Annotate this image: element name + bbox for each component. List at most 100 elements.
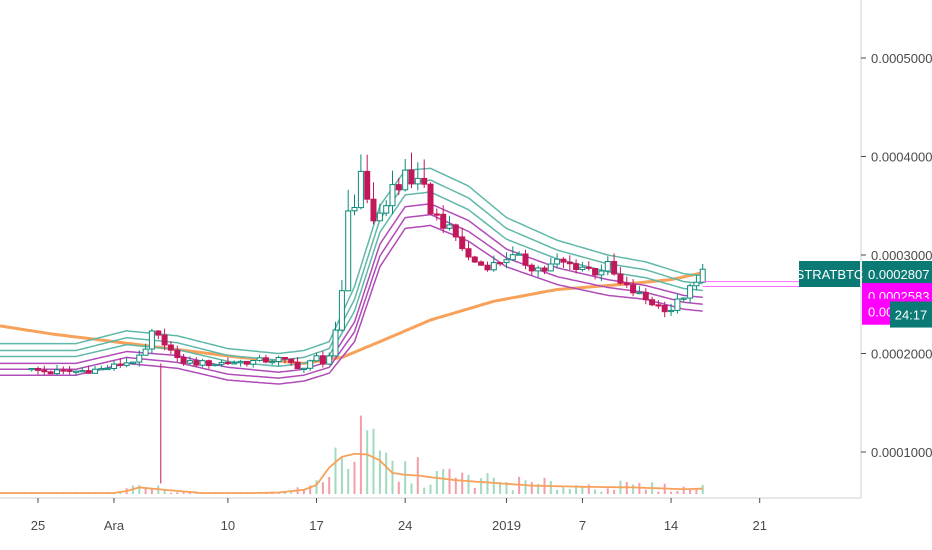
candle-up	[579, 266, 586, 271]
candle-up	[111, 363, 117, 370]
volume-bar	[695, 489, 698, 494]
candle-up	[300, 367, 307, 370]
candle-down	[471, 256, 478, 263]
candle-down	[573, 263, 580, 271]
volume-bar	[347, 468, 350, 494]
candle-down	[440, 213, 447, 229]
volume-bar	[182, 492, 185, 494]
volume-bar	[334, 447, 337, 494]
volume-bar	[353, 461, 356, 494]
ma-line-orange	[0, 271, 704, 365]
candle-up	[275, 357, 282, 362]
candle-up	[598, 270, 605, 276]
candle-down	[541, 267, 548, 272]
candle-down	[661, 305, 668, 313]
volume-bar	[657, 491, 660, 494]
candle-up	[604, 261, 611, 272]
candle-down	[47, 371, 54, 375]
volume-bar	[600, 491, 603, 494]
candle-down	[243, 360, 250, 365]
candle-up	[218, 361, 225, 365]
candle-down	[167, 344, 174, 351]
candle-down	[364, 170, 371, 200]
candle-up	[383, 205, 390, 214]
volume-bar	[568, 489, 571, 494]
y-tick-label: 0.0001000	[871, 445, 932, 460]
candle-down	[161, 334, 168, 346]
volume-bar	[480, 478, 483, 494]
candle-down	[465, 248, 472, 258]
candle-down	[427, 183, 434, 215]
candle-up	[136, 354, 143, 363]
candle-up	[332, 329, 339, 357]
x-tick-label: 21	[752, 518, 766, 533]
candle-up	[28, 368, 35, 371]
candle-up	[307, 360, 314, 369]
candle-up	[345, 210, 352, 292]
volume-bar	[448, 468, 451, 494]
candle-up	[73, 370, 79, 373]
candle-up	[376, 212, 383, 222]
countdown-tag-bg	[890, 301, 932, 328]
candle-down	[155, 330, 162, 336]
band-line	[0, 167, 703, 355]
volume-bar	[423, 487, 426, 494]
volume-bar	[309, 485, 312, 494]
volume-bar	[682, 486, 685, 494]
moving-averages	[0, 167, 704, 385]
candle-up	[490, 262, 497, 271]
volume-bar	[163, 489, 166, 494]
volume-bar	[410, 483, 413, 494]
candle-up	[699, 268, 706, 283]
candle-up	[142, 348, 149, 356]
candle-up	[92, 368, 98, 374]
volume-bar	[138, 485, 141, 494]
volume-bar	[473, 487, 476, 494]
candle-down	[66, 369, 73, 372]
last-price-tag-text: 0.0002807	[868, 267, 929, 282]
x-tick-label: 10	[221, 518, 235, 533]
volume-bar	[587, 484, 590, 494]
volume-bar	[562, 487, 565, 494]
candle-up	[389, 184, 396, 207]
candle-up	[186, 360, 193, 364]
candle-up	[104, 367, 111, 371]
volume-bar	[290, 492, 293, 494]
time-axis[interactable]: 25 Ara 10 17 24 2019 7 14 21	[31, 498, 767, 533]
price-axis[interactable]: 0.0001000 0.0002000 0.0003000 0.0004000 0.00…	[861, 51, 932, 460]
candle-down	[294, 361, 301, 369]
candle-down	[421, 177, 428, 185]
candle-up	[237, 360, 244, 364]
volume-bar	[511, 490, 514, 494]
candle-up	[338, 290, 345, 331]
candle-down	[611, 261, 618, 275]
last-price-tag-bg	[862, 261, 932, 288]
candle-down	[655, 304, 662, 307]
volume-bar	[340, 456, 343, 494]
candle-down	[497, 262, 504, 265]
candle-down	[617, 273, 624, 284]
volume-bar	[524, 480, 527, 494]
candle-up	[123, 362, 130, 366]
candle-down	[41, 369, 48, 373]
band-line	[0, 224, 703, 385]
candle-up	[98, 368, 105, 371]
candle-down	[642, 291, 649, 301]
y-tick-label: 0.0002000	[871, 347, 932, 362]
volume-bar	[492, 477, 495, 494]
symbol-tag: STRATBTC	[796, 261, 863, 288]
x-tick-label: 7	[579, 518, 586, 533]
volume-bar	[467, 474, 470, 494]
volume-bar	[505, 482, 508, 494]
candle-up	[554, 258, 561, 265]
volume-bar	[575, 485, 578, 494]
volume-bar	[315, 480, 318, 494]
candle-up	[129, 361, 136, 364]
candle-up	[693, 281, 700, 287]
last-price-tag: 0.0002807	[862, 261, 932, 288]
volume-bar	[676, 491, 679, 494]
candle-up	[503, 259, 510, 264]
candle-down	[522, 253, 529, 266]
y-tick-label: 0.0004000	[871, 150, 932, 165]
